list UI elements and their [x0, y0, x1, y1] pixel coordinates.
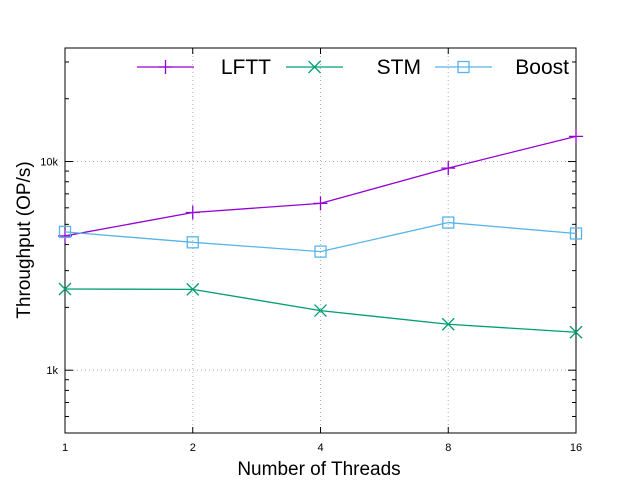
- data-point-boost: [186, 236, 199, 249]
- x-tick-label: 4: [317, 442, 323, 454]
- legend-label-stm: STM: [377, 56, 421, 79]
- axis-ticks: 1 2 4 8 16 1k 10k: [40, 48, 582, 454]
- data-point-lftt: [58, 228, 72, 243]
- data-point-stm: [314, 304, 327, 318]
- y-tick-label: 10k: [40, 157, 58, 169]
- y-axis-title: Throughput (OP/s): [14, 161, 35, 318]
- x-tick-label: 2: [190, 442, 196, 454]
- data-point-stm: [569, 325, 583, 339]
- data-point-lftt: [313, 196, 328, 211]
- series-group: [58, 129, 583, 339]
- data-point-boost: [314, 245, 327, 258]
- data-point-boost: [442, 216, 455, 229]
- series-line-boost: [64, 221, 577, 253]
- x-tick-label: 1: [62, 442, 68, 454]
- legend-label-boost: Boost: [515, 56, 569, 79]
- x-axis-title: Number of Threads: [237, 459, 400, 480]
- data-point-stm: [58, 282, 72, 296]
- y-tick-label: 1k: [46, 365, 58, 377]
- data-point-lftt: [569, 129, 583, 144]
- legend: LFTT STM Boost: [137, 56, 569, 79]
- legend-marker-lftt: [158, 60, 173, 74]
- data-point-boost: [569, 227, 583, 240]
- grid-lines: [65, 48, 576, 433]
- data-point-boost: [58, 225, 72, 239]
- legend-marker-stm: [308, 60, 321, 74]
- data-point-stm: [186, 282, 200, 296]
- x-tick-label: 16: [570, 442, 582, 454]
- legend-label-lftt: LFTT: [221, 56, 271, 79]
- data-point-lftt: [185, 205, 200, 220]
- legend-marker-boost: [457, 60, 470, 74]
- data-point-lftt: [441, 161, 456, 176]
- x-tick-label: 8: [445, 442, 451, 454]
- data-point-stm: [441, 317, 455, 331]
